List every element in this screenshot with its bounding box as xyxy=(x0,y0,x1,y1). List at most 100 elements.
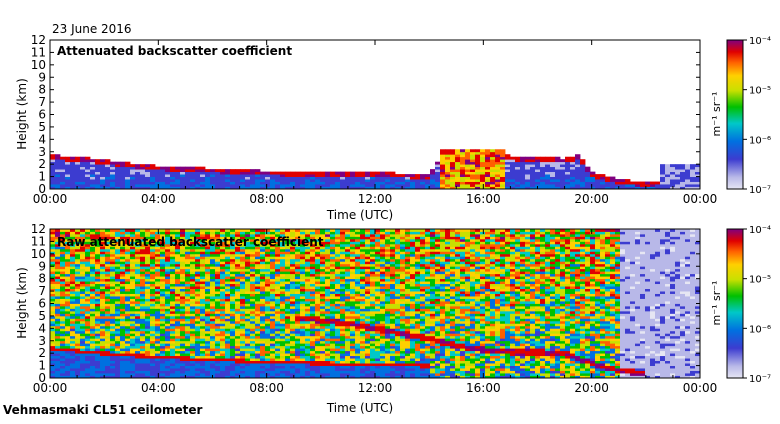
heatmap-cell xyxy=(295,308,300,311)
heatmap-cell xyxy=(330,234,335,237)
heatmap-cell xyxy=(305,249,310,252)
heatmap-cell xyxy=(170,371,175,374)
heatmap-cell xyxy=(290,271,295,274)
heatmap-cell xyxy=(225,266,230,269)
heatmap-cell xyxy=(285,371,290,374)
heatmap-cell xyxy=(330,304,335,307)
heatmap-cell xyxy=(305,318,310,321)
heatmap-cell xyxy=(670,177,675,180)
heatmap-cell xyxy=(320,348,325,351)
heatmap-cell xyxy=(230,346,235,349)
heatmap-cell xyxy=(200,261,205,264)
heatmap-cell xyxy=(335,343,340,346)
heatmap-cell xyxy=(520,167,525,170)
heatmap-cell xyxy=(125,162,130,165)
heatmap-cell xyxy=(340,326,345,329)
heatmap-cell xyxy=(350,259,355,262)
heatmap-cell xyxy=(340,291,345,294)
heatmap-cell xyxy=(500,152,505,155)
heatmap-cell xyxy=(200,294,205,297)
heatmap-cell xyxy=(340,259,345,262)
heatmap-cell xyxy=(195,356,200,359)
heatmap-cell xyxy=(300,286,305,289)
heatmap-cell xyxy=(180,336,185,339)
heatmap-cell xyxy=(120,276,125,279)
heatmap-cell xyxy=(455,152,460,155)
heatmap-cell xyxy=(305,341,310,344)
heatmap-cell xyxy=(215,172,220,175)
heatmap-cell xyxy=(355,172,360,175)
heatmap-cell xyxy=(130,361,135,364)
heatmap-cell xyxy=(565,177,570,180)
heatmap-cell xyxy=(225,341,230,344)
heatmap-cell xyxy=(125,249,130,252)
heatmap-cell xyxy=(70,281,75,284)
heatmap-cell xyxy=(215,333,220,336)
heatmap-cell xyxy=(295,231,300,234)
heatmap-cell xyxy=(225,361,230,364)
heatmap-cell xyxy=(300,259,305,262)
heatmap-cell xyxy=(145,254,150,257)
heatmap-cell xyxy=(230,286,235,289)
heatmap-cell xyxy=(315,304,320,307)
heatmap-cell xyxy=(220,346,225,349)
heatmap-cell xyxy=(50,246,55,249)
heatmap-cell xyxy=(350,316,355,319)
heatmap-cell xyxy=(140,251,145,254)
heatmap-cell xyxy=(80,289,85,292)
heatmap-cell xyxy=(255,169,260,172)
heatmap-cell xyxy=(270,308,275,311)
heatmap-cell xyxy=(305,299,310,302)
heatmap-cell xyxy=(60,269,65,272)
heatmap-cell xyxy=(360,174,365,177)
heatmap-cell xyxy=(60,358,65,361)
heatmap-cell xyxy=(165,371,170,374)
heatmap-cell xyxy=(240,172,245,175)
heatmap-cell xyxy=(250,336,255,339)
heatmap-cell xyxy=(130,182,135,185)
heatmap-cell xyxy=(70,346,75,349)
heatmap-cell xyxy=(60,254,65,257)
heatmap-cell xyxy=(340,368,345,371)
heatmap-cell xyxy=(290,174,295,177)
heatmap-cell xyxy=(230,279,235,282)
heatmap-cell xyxy=(125,251,130,254)
heatmap-cell xyxy=(120,162,125,165)
heatmap-cell xyxy=(415,174,420,177)
heatmap-cell xyxy=(260,353,265,356)
heatmap-cell xyxy=(100,296,105,299)
heatmap-cell xyxy=(165,254,170,257)
heatmap-cell xyxy=(275,326,280,329)
heatmap-cell xyxy=(135,177,140,180)
heatmap-cell xyxy=(100,341,105,344)
heatmap-cell xyxy=(170,341,175,344)
heatmap-cell xyxy=(290,353,295,356)
heatmap-cell xyxy=(105,279,110,282)
heatmap-cell xyxy=(115,306,120,309)
heatmap-cell xyxy=(155,256,160,259)
heatmap-cell xyxy=(235,291,240,294)
heatmap-cell xyxy=(200,299,205,302)
heatmap-cell xyxy=(300,294,305,297)
heatmap-cell xyxy=(265,318,270,321)
heatmap-cell xyxy=(110,291,115,294)
heatmap-cell xyxy=(190,296,195,299)
heatmap-cell xyxy=(560,179,565,182)
heatmap-cell xyxy=(125,336,130,339)
heatmap-cell xyxy=(245,269,250,272)
heatmap-cell xyxy=(295,331,300,334)
heatmap-cell xyxy=(490,169,495,172)
heatmap-cell xyxy=(680,182,685,185)
heatmap-cell xyxy=(240,169,245,172)
heatmap-cell xyxy=(140,363,145,366)
heatmap-cell xyxy=(305,289,310,292)
heatmap-cell xyxy=(250,371,255,374)
heatmap-cell xyxy=(50,244,55,247)
heatmap-cell xyxy=(245,231,250,234)
heatmap-cell xyxy=(65,159,70,162)
heatmap-cell xyxy=(300,271,305,274)
heatmap-cell xyxy=(195,353,200,356)
heatmap-cell xyxy=(70,353,75,356)
heatmap-cell xyxy=(395,184,400,187)
heatmap-cell xyxy=(220,328,225,331)
